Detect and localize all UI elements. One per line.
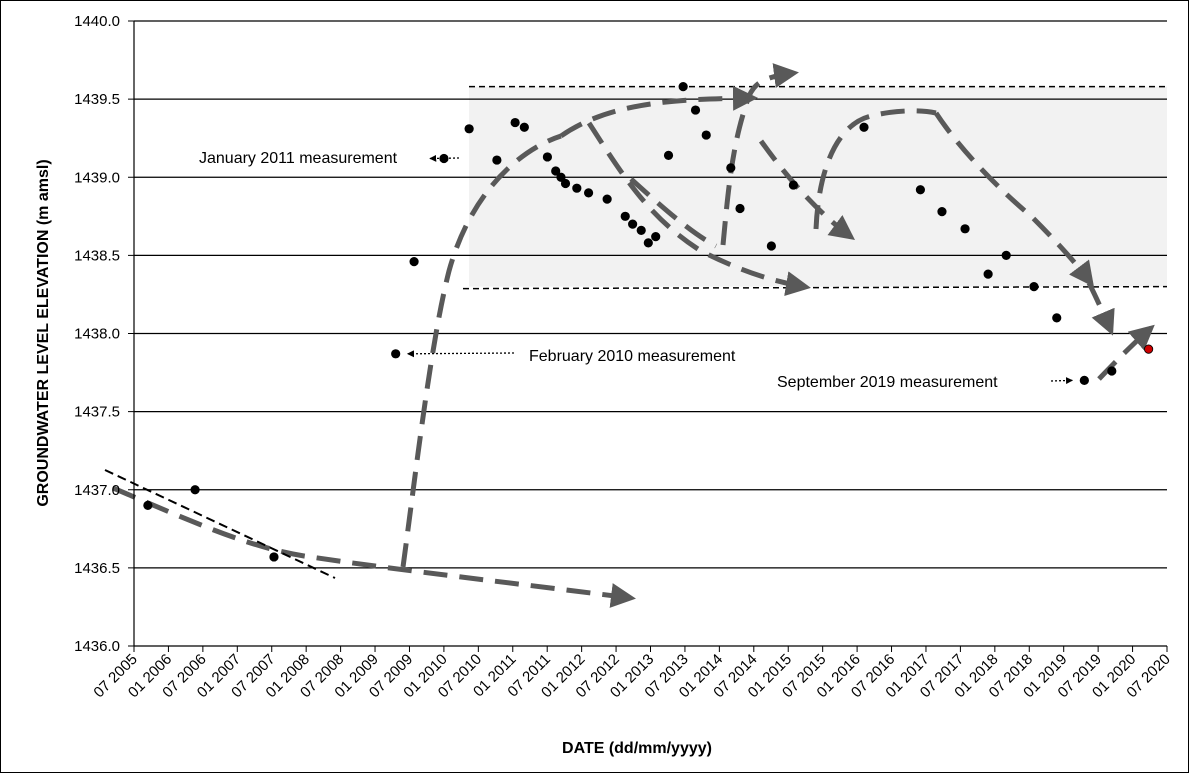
trend-arrow-decline-2019	[1086, 281, 1115, 336]
data-point	[735, 203, 745, 214]
data-point	[643, 238, 653, 248]
data-point	[464, 124, 474, 134]
data-point	[409, 257, 419, 267]
data-point	[1079, 375, 1089, 385]
early-trend-line	[104, 469, 336, 579]
data-point	[1029, 282, 1039, 292]
data-point	[143, 500, 153, 510]
annotation-label: January 2011 measurement	[199, 150, 398, 167]
trend-arrow-rise-2016	[813, 108, 937, 230]
data-point	[766, 241, 776, 251]
data-point	[1143, 344, 1154, 354]
data-point	[915, 185, 926, 195]
annotation-leader-arrow	[406, 350, 515, 358]
y-tick-label: 1437.0	[74, 482, 120, 499]
trend-arrow-rise-2014	[720, 63, 799, 246]
data-point	[628, 219, 638, 229]
y-tick-label: 1438.0	[74, 326, 120, 343]
y-axis-title: GROUNDWATER LEVEL ELEVATION (m amsl)	[35, 159, 52, 506]
data-point	[391, 349, 401, 359]
data-point	[556, 172, 566, 182]
shaded-range-band	[469, 86, 1167, 287]
data-point	[701, 130, 711, 140]
data-point	[510, 117, 520, 128]
trend-arrow-decline-2012	[586, 121, 811, 296]
data-point	[651, 232, 661, 242]
data-point	[788, 180, 799, 190]
trend-arrow-decline-2013	[629, 177, 718, 249]
data-point	[1001, 250, 1011, 260]
data-point	[551, 166, 561, 176]
data-point	[572, 183, 582, 193]
data-point	[269, 552, 279, 562]
y-tick-label: 1436.0	[74, 638, 120, 655]
data-point	[560, 178, 571, 189]
data-point	[726, 163, 736, 173]
data-point	[937, 207, 947, 217]
data-point	[960, 224, 970, 234]
data-point	[439, 153, 449, 164]
data-point	[678, 82, 688, 92]
annotation-label: February 2010 measurement	[529, 348, 736, 365]
data-point	[620, 211, 630, 221]
data-point	[1107, 366, 1117, 376]
data-point	[859, 122, 869, 132]
data-point	[636, 225, 646, 235]
y-tick-label: 1436.5	[74, 560, 120, 577]
annotation-leader-arrow	[1050, 377, 1074, 385]
annotation-label: September 2019 measurement	[777, 374, 998, 391]
data-point	[663, 150, 674, 160]
trend-arrow-recent-rise	[1097, 324, 1155, 381]
data-point	[690, 105, 701, 115]
data-point	[983, 269, 993, 279]
y-tick-label: 1439.0	[74, 169, 120, 186]
trend-arrow-rapid-rise	[400, 133, 562, 568]
y-tick-label: 1437.5	[74, 404, 120, 421]
data-point	[583, 188, 594, 198]
trend-arrow-early-decline	[112, 485, 636, 608]
y-tick-label: 1440.0	[74, 13, 120, 30]
trend-arrow-plateau	[559, 85, 758, 139]
annotation-leader-arrow	[429, 154, 460, 162]
y-tick-label: 1438.5	[74, 247, 120, 264]
trend-arrow-decline-2015	[758, 139, 856, 240]
data-point	[519, 122, 529, 132]
band-lower-limit-line	[462, 285, 1168, 290]
data-point	[602, 194, 612, 204]
y-tick-label: 1439.5	[74, 91, 120, 108]
data-point	[1052, 313, 1062, 323]
data-point	[492, 155, 502, 165]
data-point	[190, 485, 200, 495]
x-axis-title: DATE (dd/mm/yyyy)	[562, 740, 712, 757]
data-point	[542, 152, 553, 162]
trend-arrow-decline-2018	[933, 111, 1095, 287]
